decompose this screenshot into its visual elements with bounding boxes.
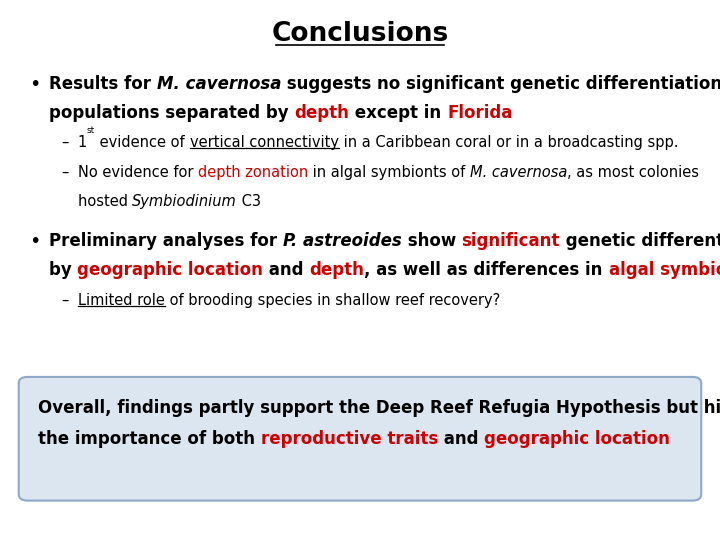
Text: st: st bbox=[87, 126, 95, 135]
Text: –: – bbox=[61, 135, 68, 150]
Text: show: show bbox=[402, 232, 462, 250]
Text: in a Caribbean coral or in a broadcasting spp.: in a Caribbean coral or in a broadcastin… bbox=[338, 135, 678, 150]
Text: significant: significant bbox=[462, 232, 560, 250]
Text: •: • bbox=[29, 232, 40, 251]
Text: vertical connectivity: vertical connectivity bbox=[189, 135, 338, 150]
Text: evidence of: evidence of bbox=[95, 135, 189, 150]
Text: C3: C3 bbox=[237, 194, 261, 209]
Text: Results for: Results for bbox=[49, 75, 157, 92]
Text: except in: except in bbox=[349, 104, 447, 122]
FancyBboxPatch shape bbox=[19, 377, 701, 501]
Text: Florida: Florida bbox=[447, 104, 513, 122]
Text: depth: depth bbox=[294, 104, 349, 122]
Text: the importance of both: the importance of both bbox=[38, 430, 261, 448]
Text: M. cavernosa: M. cavernosa bbox=[157, 75, 282, 92]
Text: suggests no significant genetic differentiation among: suggests no significant genetic differen… bbox=[282, 75, 720, 92]
Text: genetic differentiation: genetic differentiation bbox=[560, 232, 720, 250]
Text: Overall, findings partly support the Deep Reef Refugia Hypothesis but highlight: Overall, findings partly support the Dee… bbox=[38, 399, 720, 416]
Text: M. cavernosa: M. cavernosa bbox=[470, 165, 567, 180]
Text: , as most colonies: , as most colonies bbox=[567, 165, 699, 180]
Text: Preliminary analyses for: Preliminary analyses for bbox=[49, 232, 283, 250]
Text: algal symbionts: algal symbionts bbox=[608, 261, 720, 279]
Text: populations separated by: populations separated by bbox=[49, 104, 294, 122]
Text: •: • bbox=[29, 75, 40, 93]
Text: of brooding species in shallow reef recovery?: of brooding species in shallow reef reco… bbox=[165, 293, 500, 308]
Text: Conclusions: Conclusions bbox=[271, 21, 449, 46]
Text: –: – bbox=[61, 293, 68, 308]
Text: geographic location: geographic location bbox=[485, 430, 670, 448]
Text: –: – bbox=[61, 165, 68, 180]
Text: geographic location: geographic location bbox=[78, 261, 264, 279]
Text: 1: 1 bbox=[78, 135, 87, 150]
Text: and: and bbox=[438, 430, 485, 448]
Text: and: and bbox=[264, 261, 310, 279]
Text: depth: depth bbox=[310, 261, 364, 279]
Text: Symbiodinium: Symbiodinium bbox=[132, 194, 237, 209]
Text: in algal symbionts of: in algal symbionts of bbox=[308, 165, 470, 180]
Text: Limited role: Limited role bbox=[78, 293, 165, 308]
Text: depth zonation: depth zonation bbox=[198, 165, 308, 180]
Text: by: by bbox=[49, 261, 78, 279]
Text: reproductive traits: reproductive traits bbox=[261, 430, 438, 448]
Text: No evidence for: No evidence for bbox=[78, 165, 198, 180]
Text: hosted: hosted bbox=[78, 194, 132, 209]
Text: P. astreoides: P. astreoides bbox=[283, 232, 402, 250]
Text: , as well as differences in: , as well as differences in bbox=[364, 261, 608, 279]
